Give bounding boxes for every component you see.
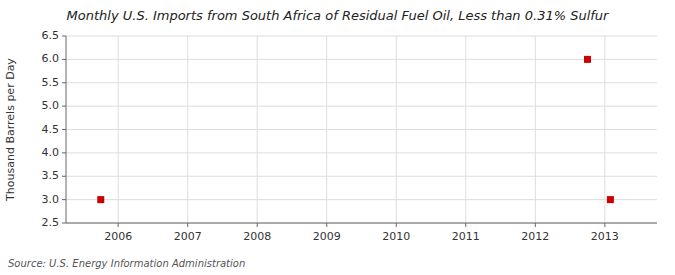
grid-line [66, 199, 657, 200]
tick-label: 2006 [104, 230, 132, 243]
y-axis-label: Thousand Barrels per Day [4, 58, 17, 202]
tick-mark [604, 223, 605, 227]
point [97, 196, 104, 203]
grid-line [187, 36, 188, 223]
grid-line [118, 36, 119, 223]
tick-label: 6.0 [42, 52, 60, 65]
grid-line [326, 36, 327, 223]
tick-label: 2013 [591, 230, 619, 243]
grid-line [396, 36, 397, 223]
tick-label: 5.5 [42, 76, 60, 89]
tick-label: 2.5 [42, 216, 60, 229]
point [584, 56, 591, 63]
grid-line [66, 106, 657, 107]
tick-mark [396, 223, 397, 227]
tick-label: 6.5 [42, 29, 60, 42]
tick-label: 3.5 [42, 169, 60, 182]
tick-label: 2011 [452, 230, 480, 243]
tick-label: 5.0 [42, 99, 60, 112]
tick-label: 4.5 [42, 123, 60, 136]
tick-mark [62, 106, 66, 107]
grid-line [66, 176, 657, 177]
point [607, 196, 614, 203]
points [97, 56, 614, 203]
tick-label: 2012 [521, 230, 549, 243]
tick-mark [118, 223, 119, 227]
grid-line [66, 82, 657, 83]
axes: 2.5 3.0 3.5 4.0 4.5 5.0 5.5 6.0 6.5 2006 2007 2008 2… [42, 29, 658, 243]
chart: 2.5 3.0 3.5 4.0 4.5 5.0 5.5 6.0 6.5 2006 2007 2008 2… [0, 0, 675, 275]
tick-mark [62, 36, 66, 37]
tick-mark [535, 223, 536, 227]
grid-line [66, 223, 657, 224]
tick-mark [465, 223, 466, 227]
tick-mark [62, 223, 66, 224]
tick-label: 2008 [243, 230, 271, 243]
tick-label: 3.0 [42, 193, 60, 206]
x-axis-line [66, 223, 657, 224]
y-axis-line [66, 36, 67, 223]
source: Source: U.S. Energy Information Administ… [8, 258, 245, 269]
grid-line [66, 129, 657, 130]
grid-line [66, 36, 657, 37]
tick-mark [62, 152, 66, 153]
title: Monthly U.S. Imports from South Africa o… [67, 8, 611, 23]
tick-mark [62, 176, 66, 177]
tick-label: 2007 [174, 230, 202, 243]
tick-mark [62, 199, 66, 200]
tick-mark [62, 129, 66, 130]
tick-mark [326, 223, 327, 227]
tick-mark [62, 82, 66, 83]
tick-mark [62, 59, 66, 60]
tick-mark [187, 223, 188, 227]
grid-line [604, 36, 605, 223]
grid-line [465, 36, 466, 223]
tick-label: 4.0 [42, 146, 60, 159]
tick-label: 2009 [313, 230, 341, 243]
grid-line [66, 152, 657, 153]
tick-label: 2010 [382, 230, 410, 243]
grid [66, 36, 657, 223]
grid-line [66, 59, 657, 60]
grid-line [535, 36, 536, 223]
tick-mark [257, 223, 258, 227]
grid-line [257, 36, 258, 223]
